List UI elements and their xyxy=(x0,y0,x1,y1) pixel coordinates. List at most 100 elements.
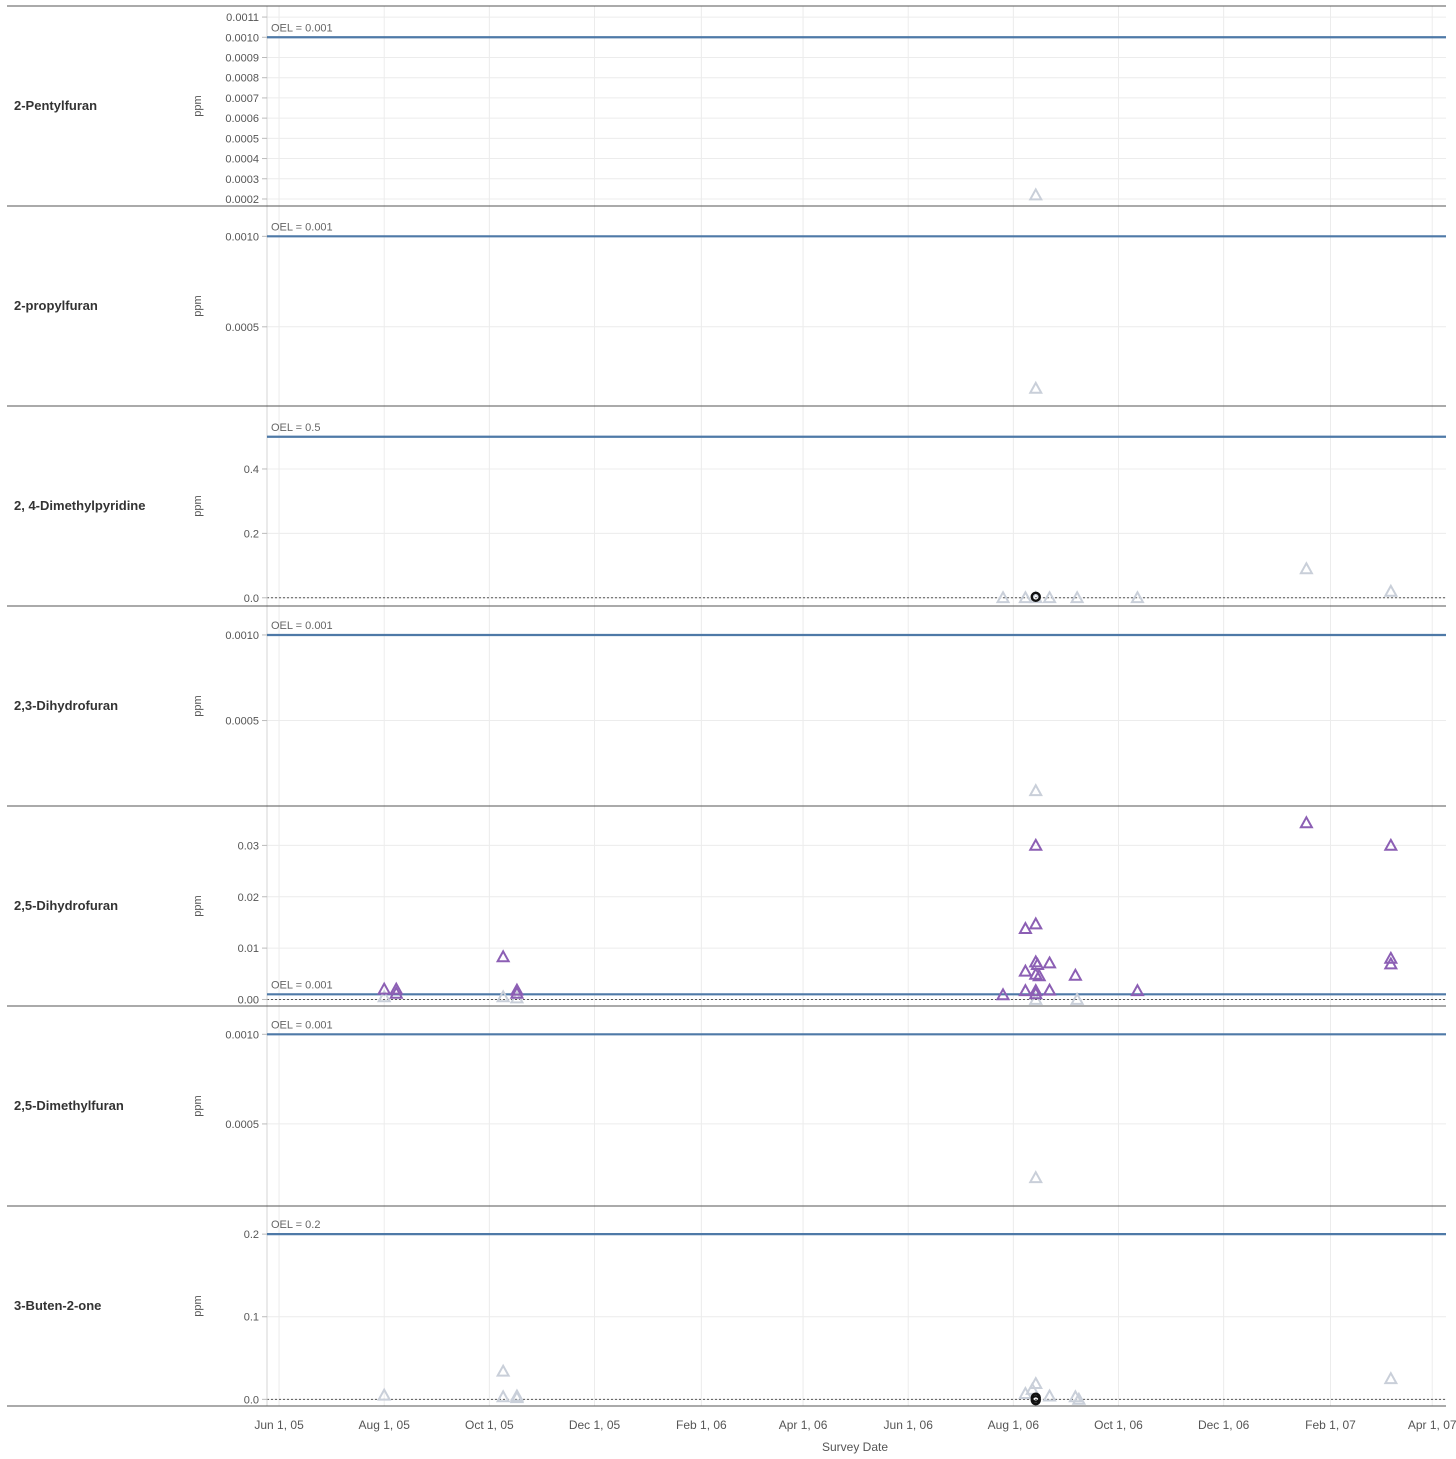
data-point-triangle xyxy=(389,985,404,999)
y-tick-label: 0.0007 xyxy=(225,93,259,105)
y-tick-label: 0.0011 xyxy=(226,12,259,24)
data-point-triangle xyxy=(495,1363,511,1377)
data-point-triangle xyxy=(509,982,525,996)
data-point-triangle xyxy=(389,981,404,995)
x-tick-label: Dec 1, 05 xyxy=(569,1418,621,1432)
data-point-triangle xyxy=(1018,983,1033,997)
data-point-triangle xyxy=(1028,837,1043,851)
row-label: 2,5-Dimethylfuran xyxy=(14,1098,124,1113)
y-tick-label: 0.0005 xyxy=(225,133,259,145)
data-point-triangle xyxy=(1299,561,1314,575)
data-point-triangle xyxy=(1383,950,1399,964)
y-tick-label: 0.0006 xyxy=(225,113,259,125)
y-tick-label: 0.2 xyxy=(244,528,259,540)
y-axis-title: ppm xyxy=(192,695,204,716)
data-point-triangle xyxy=(495,989,511,1003)
y-tick-label: 0.00 xyxy=(238,994,259,1006)
row-label: 2-Pentylfuran xyxy=(14,98,97,113)
mark-layer xyxy=(377,187,1399,1406)
y-axis-title: ppm xyxy=(192,1095,204,1116)
data-point-triangle xyxy=(1130,590,1145,604)
x-axis-title: Survey Date xyxy=(822,1440,888,1454)
y-tick-label: 0.1 xyxy=(244,1312,259,1324)
y-axis-title: ppm xyxy=(192,1295,204,1316)
y-tick-label: 0.0010 xyxy=(225,32,259,44)
data-point-triangle xyxy=(495,949,511,963)
y-tick-label: 0.2 xyxy=(244,1229,259,1241)
y-tick-label: 0.0005 xyxy=(225,716,259,728)
oel-label: OEL = 0.001 xyxy=(271,221,333,233)
data-point-triangle xyxy=(1018,921,1033,934)
y-tick-label: 0.02 xyxy=(238,892,259,904)
y-axis-title: ppm xyxy=(192,895,204,916)
data-point-triangle xyxy=(377,989,392,1003)
y-tick-label: 0.0 xyxy=(244,1394,259,1406)
x-tick-label: Jun 1, 06 xyxy=(884,1418,934,1432)
y-tick-label: 0.03 xyxy=(238,840,259,852)
data-point-triangle xyxy=(509,985,525,999)
y-tick-label: 0.01 xyxy=(238,943,259,955)
data-point-triangle xyxy=(1032,968,1047,982)
x-tick-label: Oct 1, 06 xyxy=(1094,1418,1143,1432)
x-tick-label: Apr 1, 07 xyxy=(1408,1418,1456,1432)
data-point-triangle xyxy=(1042,982,1057,996)
x-tick-label: Aug 1, 06 xyxy=(988,1418,1040,1432)
data-point-triangle xyxy=(1028,983,1043,997)
data-point-triangle xyxy=(1069,991,1085,1005)
x-tick-label: Dec 1, 06 xyxy=(1198,1418,1250,1432)
data-point-triangle xyxy=(1028,1376,1043,1390)
x-tick-label: Oct 1, 05 xyxy=(465,1418,514,1432)
data-point-triangle xyxy=(995,590,1011,604)
data-point-triangle xyxy=(1028,783,1043,797)
data-point-triangle xyxy=(1028,916,1043,930)
data-point-triangle xyxy=(1068,967,1083,981)
x-tick-label: Feb 1, 07 xyxy=(1305,1418,1356,1432)
oel-label: OEL = 0.2 xyxy=(271,1219,320,1231)
row-label: 3-Buten-2-one xyxy=(14,1298,101,1313)
x-tick-label: Jun 1, 05 xyxy=(254,1418,304,1432)
data-point-triangle xyxy=(509,1390,525,1404)
data-point-triangle xyxy=(377,981,392,995)
oel-label: OEL = 0.001 xyxy=(271,22,333,34)
data-point-triangle xyxy=(1069,590,1085,604)
row-label: 2-propylfuran xyxy=(14,298,98,313)
oel-layer xyxy=(267,36,1446,1236)
data-point-triangle xyxy=(1018,963,1033,977)
data-point-triangle xyxy=(495,1389,511,1403)
oel-label: OEL = 0.001 xyxy=(271,620,333,632)
y-tick-label: 0.0008 xyxy=(225,73,259,85)
frame-layer xyxy=(7,5,1446,1407)
y-axis-title: ppm xyxy=(192,95,204,116)
y-tick-label: 0.0 xyxy=(244,593,259,605)
y-tick-label: 0.0005 xyxy=(225,322,259,334)
data-point-triangle xyxy=(1383,837,1399,851)
y-tick-label: 0.0009 xyxy=(225,52,259,64)
data-point-triangle xyxy=(1018,590,1033,604)
data-point-triangle xyxy=(1071,1391,1087,1405)
y-tick-label: 0.0004 xyxy=(225,154,259,166)
data-point-triangle xyxy=(1028,590,1043,604)
data-point-triangle xyxy=(1028,187,1043,201)
oel-label: OEL = 0.001 xyxy=(271,1019,333,1031)
oel-label: OEL = 0.001 xyxy=(271,979,333,991)
y-tick-label: 0.0010 xyxy=(225,231,259,243)
text-layer: Jun 1, 05 Aug 1, 05 Oct 1, 05 Dec 1, 05 Feb … xyxy=(14,12,1456,1432)
data-point-triangle xyxy=(1028,986,1043,1000)
x-tick-label: Apr 1, 06 xyxy=(779,1418,828,1432)
data-point-triangle xyxy=(1130,983,1145,997)
data-point-triangle xyxy=(1028,966,1043,980)
data-point-triangle xyxy=(1383,956,1399,970)
y-tick-label: 0.0002 xyxy=(225,194,259,206)
row-label: 2, 4-Dimethylpyridine xyxy=(14,498,145,513)
data-point-triangle xyxy=(377,1387,392,1401)
y-tick-label: 0.0010 xyxy=(225,1029,259,1041)
data-point-triangle xyxy=(1383,1371,1399,1385)
y-axis-title: ppm xyxy=(192,295,204,316)
x-tick-label: Feb 1, 06 xyxy=(676,1418,727,1432)
y-tick-label: 0.0003 xyxy=(225,174,259,186)
data-point-circle xyxy=(1030,591,1041,603)
data-point-triangle xyxy=(1028,1170,1043,1184)
data-point-triangle xyxy=(1042,1388,1057,1402)
data-point-triangle xyxy=(1028,380,1043,394)
